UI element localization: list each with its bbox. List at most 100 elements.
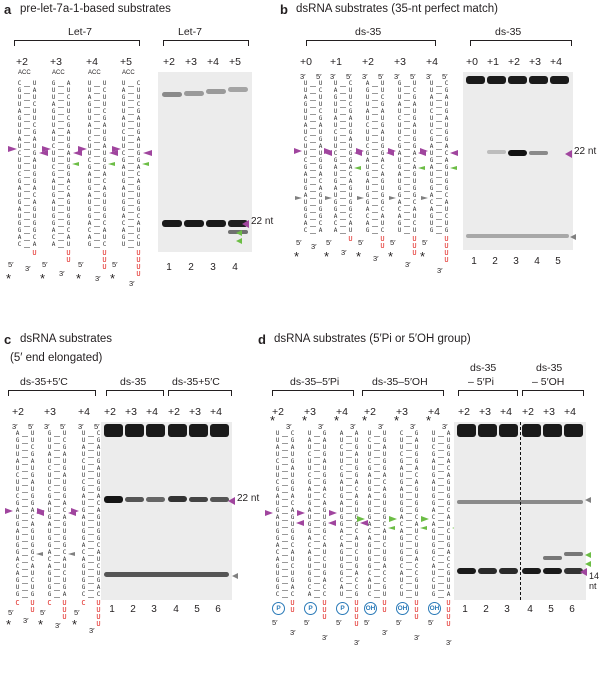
hairpin-4-overhang: U U U U — [136, 249, 141, 278]
panel-d-gel-header-4: +2 — [522, 406, 534, 418]
hairpin-1-pairs — [23, 80, 31, 248]
duplex-b-4-right-strand: U C G A U G A U G G A C A G U G G C A U … — [412, 80, 417, 234]
hairpin-3-purple-marker-left — [78, 146, 87, 152]
panel-b-purple-arrow — [565, 150, 572, 158]
panel-a-gel-bracket — [163, 40, 249, 46]
panel-d-gel-header-1: +2 — [458, 406, 470, 418]
panel-d-band-14nt-4 — [522, 568, 541, 574]
duplex-b-1-left-strand: U U A G U U A U C U U C G A U G A U G G … — [303, 80, 308, 234]
duplex-d-6-pairs — [437, 430, 445, 598]
panel-b-band-22nt-4 — [529, 151, 548, 155]
duplex-c-1-label-star: * — [6, 617, 12, 632]
hairpin-2-overhang: U U — [66, 249, 71, 264]
duplex-b-3-purple-marker-left — [356, 148, 364, 154]
panel-d-band-14nt-3 — [499, 568, 518, 574]
panel-a-construct-bracket — [14, 40, 140, 46]
panel-d-title: dsRNA substrates (5′Pi or 5′OH group) — [274, 333, 471, 345]
hairpin-3-loop: ACC — [88, 70, 101, 76]
duplex-d-5-label-star: * — [394, 413, 400, 428]
duplex-d-3-pairs — [345, 430, 353, 598]
panel-a-construct-plus5: +5 — [120, 56, 132, 68]
hairpin-3-label-star: * — [76, 271, 82, 286]
panel-d-green-arrow-1 — [585, 552, 591, 558]
panel-a-band-22nt-1 — [162, 220, 182, 227]
panel-c-band-22nt-1 — [104, 496, 123, 503]
duplex-d-5-three-prime: 3′ — [414, 633, 420, 642]
duplex-b-2-overhang: U — [348, 235, 353, 243]
hairpin-2-three-prime: 3′ — [59, 269, 65, 278]
panel-c-gel-bracket-1 — [106, 390, 164, 396]
panel-b-size-marker: 22 nt — [574, 146, 597, 157]
hairpin-4-label-star: * — [110, 271, 116, 286]
duplex-c-3-overhang: U U U U — [96, 599, 101, 628]
panel-c-band-top-5 — [189, 424, 208, 437]
duplex-c-3-five-prime-top: 5′ — [94, 422, 100, 431]
panel-d-construct2-plus3: +3 — [396, 406, 408, 418]
panel-c-band-22nt-4 — [168, 496, 187, 502]
duplex-c-2-right-strand: U C G A U G A U G G A C A G U G G C A U … — [62, 430, 67, 598]
hairpin-4-five-prime: 5′ — [112, 260, 118, 269]
panel-c-gel-group-1: ds-35 — [120, 376, 147, 388]
hairpin-1-five-prime: 5′ — [8, 260, 14, 269]
duplex-c-3-five-prime: 5′ — [74, 608, 80, 617]
duplex-d-2-three-prime: 3′ — [322, 633, 328, 642]
duplex-d-6-five-prime: 5′ — [428, 618, 434, 627]
duplex-d-1-five-prime: 5′ — [272, 618, 278, 627]
hairpin-1-purple-marker-right — [39, 150, 48, 156]
panel-a-letter: a — [4, 2, 12, 17]
panel-d-construct1-plus4: +4 — [336, 406, 348, 418]
duplex-c-2-three-prime-top: 3′ — [44, 422, 50, 431]
panel-d-gel-bracket-2 — [522, 390, 584, 396]
duplex-b-4-five-prime-top: 5′ — [410, 72, 416, 81]
duplex-b-2-three-prime-top: 3′ — [330, 72, 336, 81]
hairpin-4-purple-marker-left — [112, 146, 121, 152]
panel-a-band-top-1 — [162, 92, 182, 97]
duplex-d-3-phosphate-circle: P — [336, 602, 349, 615]
panel-a-purple-arrow — [242, 220, 249, 228]
duplex-d-4-hydroxyl-circle: OH — [364, 602, 377, 615]
duplex-b-5-three-prime: 3′ — [437, 266, 443, 275]
duplex-b-5-overhang: U U U U — [444, 235, 449, 264]
hairpin-2-right-strand: A U C U U C G A U G A U G G A C A G U G … — [66, 80, 71, 248]
duplex-d-5-three-prime-top: 3′ — [410, 422, 416, 431]
panel-d-gel-header-6: +4 — [564, 406, 576, 418]
panel-b-lane-5: 5 — [555, 256, 561, 267]
panel-a-gel-header-3: +4 — [207, 56, 219, 68]
duplex-d-2-pairs — [313, 430, 321, 598]
panel-b-lane-1: 1 — [471, 256, 477, 267]
duplex-d-1-purple-marker-right — [296, 520, 304, 526]
duplex-c-2-five-prime: 5′ — [40, 608, 46, 617]
panel-c-band-22nt-5 — [189, 497, 208, 502]
hairpin-2-loop: ACC — [52, 70, 65, 76]
panel-c-band-top-2 — [125, 424, 144, 437]
panel-a-green-arrow-1 — [236, 230, 242, 236]
panel-d-green-arrow-2 — [585, 561, 591, 567]
duplex-b-5-five-prime-top: 5′ — [442, 72, 448, 81]
duplex-c-2-grey-marker — [68, 552, 75, 556]
duplex-b-3-three-prime: 3′ — [373, 254, 379, 263]
duplex-c-2-pairs — [53, 430, 61, 598]
duplex-b-4-label-star: * — [388, 249, 394, 264]
panel-b-lane-4: 4 — [534, 256, 540, 267]
duplex-b-4-three-prime: 3′ — [405, 260, 411, 269]
duplex-d-6-green-marker-left — [421, 516, 429, 522]
panel-d-lane-2: 2 — [483, 604, 489, 615]
panel-b-band-bottom — [466, 234, 569, 238]
panel-c-gel-header-1: +2 — [104, 406, 116, 418]
duplex-b-1-three-prime: 3′ — [311, 242, 317, 251]
panel-d-band-14nt-5 — [543, 568, 562, 574]
panel-b-construct-plus1: +1 — [330, 56, 342, 68]
panel-d-size-marker: 14 nt — [589, 571, 600, 591]
duplex-c-1-extra-c: C — [15, 599, 20, 607]
duplex-c-1-grey-marker — [36, 552, 43, 556]
panel-d-construct1-plus3: +3 — [304, 406, 316, 418]
duplex-d-3-three-prime: 3′ — [354, 638, 360, 647]
panel-c-grey-arrow — [232, 573, 238, 579]
panel-d-grey-arrow — [585, 497, 591, 503]
duplex-d-6-overhang: U U U U — [446, 599, 451, 628]
hairpin-3-green-marker — [108, 162, 115, 166]
panel-c-band-top-1 — [104, 424, 123, 437]
hairpin-4-green-marker — [142, 162, 149, 166]
panel-d-construct2-plus2: +2 — [364, 406, 376, 418]
panel-d-gel-divider — [520, 422, 521, 600]
